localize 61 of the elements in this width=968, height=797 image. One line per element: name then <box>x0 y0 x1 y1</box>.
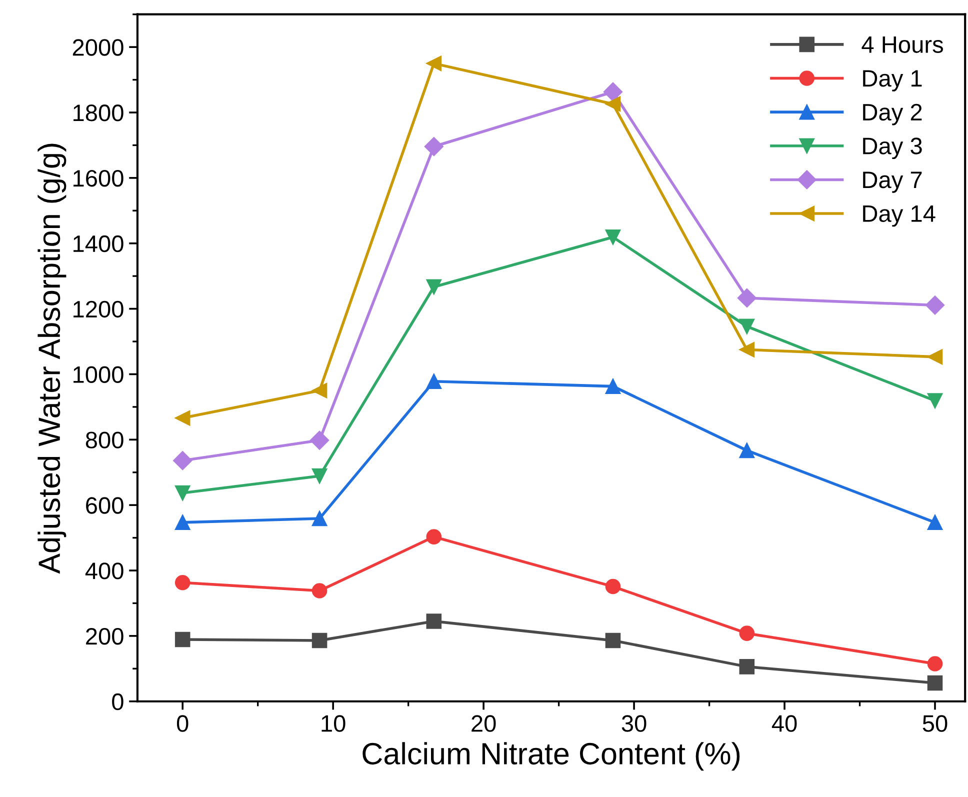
point <box>426 56 442 72</box>
y-tick-label: 800 <box>86 432 124 448</box>
y-tick-label: 600 <box>86 497 124 514</box>
point <box>174 574 190 590</box>
point <box>737 288 756 308</box>
point <box>739 659 755 674</box>
legend-label: Day 7 <box>863 172 922 193</box>
point <box>927 393 943 408</box>
point <box>424 136 444 156</box>
point <box>174 514 190 530</box>
point <box>426 614 442 629</box>
x-tick-label: 20 <box>472 715 496 732</box>
point <box>312 583 328 598</box>
y-tick-label: 1200 <box>74 300 124 318</box>
point <box>927 514 943 530</box>
point <box>312 510 328 526</box>
point <box>312 382 328 398</box>
point <box>739 318 755 334</box>
point <box>174 410 190 426</box>
point <box>310 430 330 450</box>
y-tick-label: 0 <box>112 693 124 710</box>
x-tick-label: 50 <box>922 715 948 732</box>
x-tick-label: 40 <box>772 715 797 732</box>
x-axis-title: Calcium Nitrate Content (%) <box>362 742 740 771</box>
legend-label: 4 Hours <box>862 36 943 53</box>
y-tick-label: 1400 <box>74 235 124 252</box>
point <box>174 632 190 648</box>
point <box>426 374 442 390</box>
legend-label: Day 1 <box>863 70 922 92</box>
legend-label: Day 14 <box>863 206 936 227</box>
y-tick-label: 2000 <box>72 39 124 56</box>
point <box>739 342 755 358</box>
x-tick-label: 10 <box>322 715 346 732</box>
point <box>605 378 621 394</box>
point <box>605 632 621 648</box>
point <box>927 656 943 672</box>
point <box>605 229 621 245</box>
point <box>603 82 623 102</box>
y-axis-title: Adjusted Water Absorption (g/g) <box>38 144 66 574</box>
y-tick-label: 1000 <box>74 366 124 383</box>
legend-label: Day 3 <box>863 138 922 160</box>
point <box>927 675 943 691</box>
y-tick-label: 400 <box>85 562 124 580</box>
point <box>927 349 943 365</box>
point <box>174 485 190 501</box>
point <box>173 451 192 470</box>
point <box>925 296 945 315</box>
point <box>605 96 621 112</box>
legend-label: Day 2 <box>863 104 922 126</box>
x-tick-label: 30 <box>622 715 646 732</box>
point <box>312 468 328 484</box>
point <box>312 632 328 648</box>
y-tick-label: 1800 <box>74 104 124 122</box>
point <box>426 529 442 544</box>
point <box>426 279 442 294</box>
point <box>605 578 621 594</box>
y-tick-label: 200 <box>86 628 124 645</box>
point <box>739 442 755 458</box>
point <box>739 626 755 641</box>
y-tick-label: 1600 <box>74 170 124 187</box>
x-tick-label: 0 <box>176 715 188 732</box>
